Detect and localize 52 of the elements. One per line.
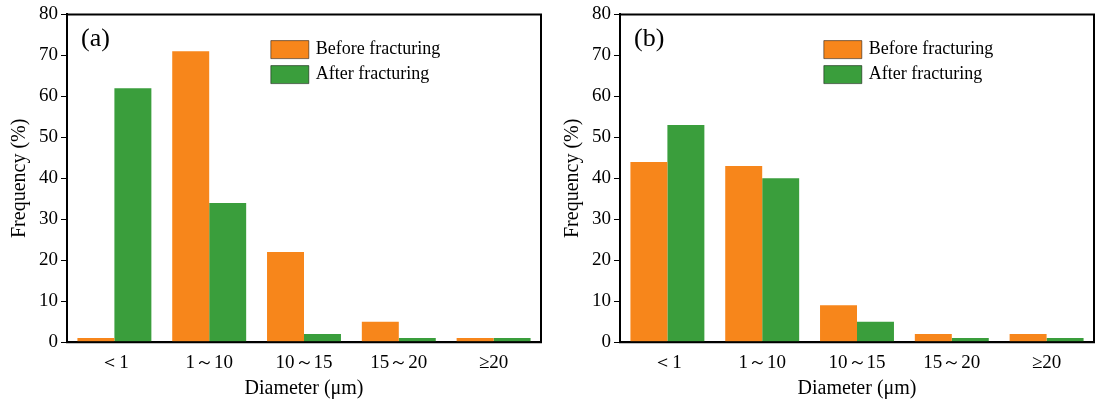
bar xyxy=(762,178,800,342)
bar xyxy=(667,125,705,342)
bar xyxy=(209,202,247,342)
annotation: (a) xyxy=(81,23,110,53)
bar xyxy=(114,88,152,342)
bar xyxy=(172,51,210,342)
y-axis-title: Frequency (%) xyxy=(7,118,31,238)
y-tick-label: 20 xyxy=(39,248,58,270)
bar xyxy=(361,321,399,342)
y-tick-label: 10 xyxy=(39,289,58,311)
x-tick-label: 1～10 xyxy=(738,350,786,372)
y-tick-label: 30 xyxy=(39,207,58,229)
x-tick-label: 15～20 xyxy=(923,350,981,372)
y-axis-title: Frequency (%) xyxy=(560,118,584,238)
x-tick-label: ≥20 xyxy=(1031,350,1062,372)
y-tick-label: 70 xyxy=(592,43,611,65)
x-tick-label: 10～15 xyxy=(828,350,886,372)
y-tick-label: 60 xyxy=(592,84,611,106)
y-tick-label: 50 xyxy=(39,125,58,147)
y-tick-label: 70 xyxy=(39,43,58,65)
bar xyxy=(914,334,952,342)
annotation: (b) xyxy=(634,23,665,53)
y-tick-label: 30 xyxy=(592,207,611,229)
x-tick-label: 10～15 xyxy=(275,350,333,372)
y-tick-label: 20 xyxy=(592,248,611,270)
y-tick-label: 50 xyxy=(592,125,611,147)
bar xyxy=(267,252,304,342)
bar xyxy=(304,334,341,342)
bar xyxy=(630,161,668,342)
x-tick-label: ＜1 xyxy=(100,350,129,372)
legend-label: After fracturing xyxy=(868,63,983,84)
bar xyxy=(725,166,763,342)
bar xyxy=(820,305,857,342)
x-tick-label: ≥20 xyxy=(478,350,509,372)
legend-label: Before fracturing xyxy=(868,38,994,59)
bar xyxy=(857,321,894,342)
legend-label: Before fracturing xyxy=(315,38,441,59)
y-tick-label: 40 xyxy=(39,166,58,188)
y-tick-label: 80 xyxy=(39,2,58,24)
y-tick-label: 0 xyxy=(601,330,611,352)
x-tick-label: 15～20 xyxy=(370,350,428,372)
y-tick-label: 10 xyxy=(592,289,611,311)
x-axis-title: Diameter (μm) xyxy=(797,376,917,400)
x-axis-title: Diameter (μm) xyxy=(244,376,364,400)
y-tick-label: 60 xyxy=(39,84,58,106)
bar xyxy=(1009,334,1047,342)
y-tick-label: 40 xyxy=(592,166,611,188)
x-tick-label: ＜1 xyxy=(653,350,682,372)
legend-label: After fracturing xyxy=(315,63,430,84)
x-tick-label: 1～10 xyxy=(185,350,233,372)
y-tick-label: 0 xyxy=(48,330,58,352)
y-tick-label: 80 xyxy=(592,2,611,24)
